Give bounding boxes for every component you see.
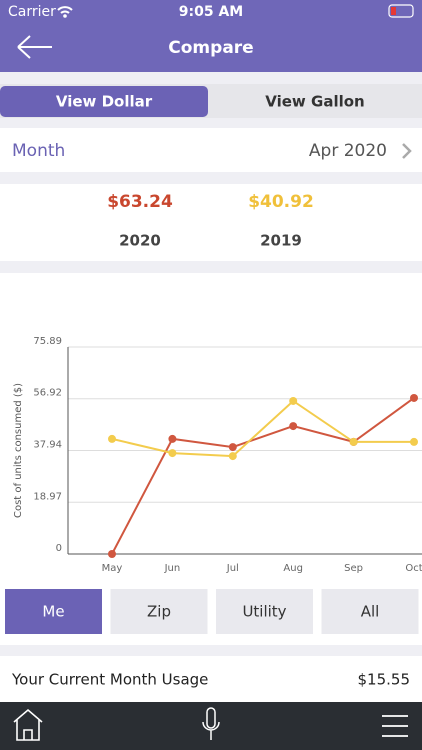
comparison-amount: $40.92: [248, 192, 314, 212]
series-line: [111, 397, 415, 555]
home-icon[interactable]: [13, 708, 43, 741]
data-point: [168, 434, 177, 443]
y-tick-label: 56.92: [33, 388, 62, 399]
battery-level: [391, 7, 396, 15]
usage-row: [0, 656, 422, 702]
x-tick-label: Jun: [164, 563, 181, 574]
y-tick-label: 75.89: [33, 336, 62, 347]
x-tick-label: May: [102, 563, 123, 574]
back-button[interactable]: [17, 35, 52, 59]
nav-bar: [0, 0, 422, 72]
carrier: Carrier: [8, 4, 56, 20]
comparison-year: 2019: [260, 232, 302, 250]
data-point: [349, 437, 358, 446]
data-point: [228, 443, 237, 452]
data-point: [289, 422, 298, 431]
clock: 9:05 AM: [179, 4, 243, 20]
y-axis-label: Cost of units consumed ($): [13, 383, 24, 518]
filter-button[interactable]: [5, 589, 102, 634]
chevron: [402, 143, 412, 159]
screen-title: Compare: [168, 38, 253, 58]
data-point: [410, 393, 418, 402]
series-line: [111, 399, 414, 458]
tab[interactable]: [0, 86, 208, 117]
x-tick-label: Sep: [344, 563, 363, 574]
y-tick-label: 0: [56, 543, 62, 554]
x-tick-label: Jul: [226, 563, 239, 574]
data-point: [168, 449, 177, 458]
comparison-panel: [0, 184, 422, 261]
chart: Cost of units consumed ($) 0 18.97 37.94 56.…: [13, 336, 422, 574]
comparison-year: 2020: [119, 232, 161, 250]
data-point: [410, 437, 418, 446]
tab-label: View Dollar: [56, 93, 153, 111]
menu-icon[interactable]: [382, 715, 408, 737]
x-tick-label: Aug: [283, 563, 303, 574]
filters: Me Zip Utility All: [5, 589, 419, 634]
period-label: Month: [12, 141, 65, 161]
filter-button[interactable]: [110, 589, 208, 634]
data-point: [108, 550, 116, 558]
filter-label: All: [361, 603, 380, 621]
y-tick-label: 18.97: [33, 491, 62, 502]
filter-button[interactable]: [216, 589, 313, 634]
mic-icon[interactable]: [202, 707, 220, 740]
wifi-icon: [57, 6, 73, 14]
data-point: [228, 452, 237, 461]
wifi-dot: [63, 14, 67, 18]
chart-panel: [0, 273, 422, 645]
filter-label: Zip: [147, 603, 171, 621]
period-value: Apr 2020: [309, 141, 387, 161]
tab-bar: [0, 702, 422, 750]
period-row[interactable]: [0, 128, 422, 172]
tab-label: View Gallon: [265, 93, 364, 111]
comparison-amount: $63.24: [107, 192, 173, 212]
data-point: [289, 396, 298, 405]
filter-label: Me: [42, 603, 64, 621]
tabs: View Dollar View Gallon: [0, 84, 422, 118]
x-tick-label: Oct: [405, 563, 422, 574]
usage-label: Your Current Month Usage: [11, 671, 208, 689]
battery: [388, 4, 414, 18]
usage-value: $15.55: [358, 671, 411, 689]
data-point: [108, 434, 116, 443]
filter-label: Utility: [242, 603, 286, 621]
filter-button[interactable]: [321, 589, 419, 634]
y-tick-label: 37.94: [33, 440, 62, 451]
